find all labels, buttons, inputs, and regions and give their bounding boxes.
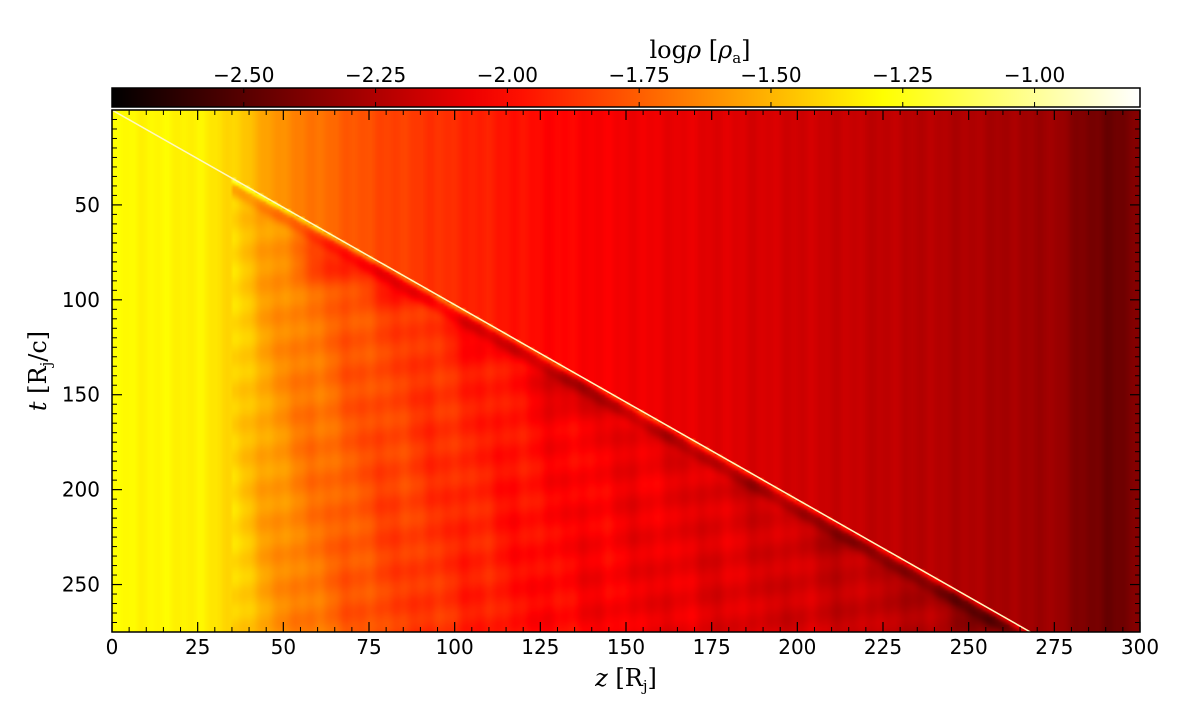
x-tick-label: 0	[106, 635, 119, 659]
colorbar-bar	[111, 87, 1141, 108]
density-heatmap	[112, 110, 1140, 632]
y-tick-label: 200	[62, 478, 100, 502]
x-tick-label: 275	[1035, 635, 1073, 659]
colorbar-tick-label: −1.50	[740, 63, 801, 87]
y-tick-label: 50	[75, 193, 100, 217]
x-tick-label: 250	[950, 635, 988, 659]
colorbar-tick-label: −2.25	[345, 63, 406, 87]
y-tick-label: 100	[62, 288, 100, 312]
x-tick-label: 100	[436, 635, 474, 659]
colorbar-tick-label: −2.50	[213, 63, 274, 87]
x-tick-label: 150	[607, 635, 645, 659]
colorbar-tick-label: −1.00	[1004, 63, 1065, 87]
colorbar-tick-label: −1.25	[872, 63, 933, 87]
colorbar-tick-label: −1.75	[609, 63, 670, 87]
x-tick-label: 50	[271, 635, 296, 659]
x-axis: 0 25 50 75 100 125 150 175 200 225 250 275 300	[106, 110, 1159, 659]
y-tick-label: 150	[62, 383, 100, 407]
colorbar-label: logρ [ρa]	[649, 36, 750, 67]
x-tick-label: 175	[693, 635, 731, 659]
x-tick-label: 125	[521, 635, 559, 659]
colorbar-tick-labels: −2.50 −2.25 −2.00 −1.75 −1.50 −1.25 −1.00	[213, 63, 1065, 87]
x-tick-label: 75	[356, 635, 381, 659]
colorbar-tick-label: −2.00	[477, 63, 538, 87]
heatmap-area	[111, 109, 1141, 633]
x-axis-label: z [Rj]	[594, 664, 657, 695]
y-tick-label: 250	[62, 573, 100, 597]
x-tick-label: 25	[185, 635, 210, 659]
y-axis: 50 100 150 200 250	[62, 118, 1140, 624]
x-tick-label: 300	[1121, 635, 1159, 659]
x-tick-label: 200	[778, 635, 816, 659]
shock-front-line	[112, 110, 1031, 632]
colorbar: logρ [ρa] −2.50 −2.25 −2.00 −1.75 −1.50 −1.25…	[111, 36, 1141, 108]
y-axis-label: t [Rj/c]	[24, 331, 55, 411]
x-tick-label: 225	[864, 635, 902, 659]
colorbar-ticks	[243, 88, 1036, 107]
